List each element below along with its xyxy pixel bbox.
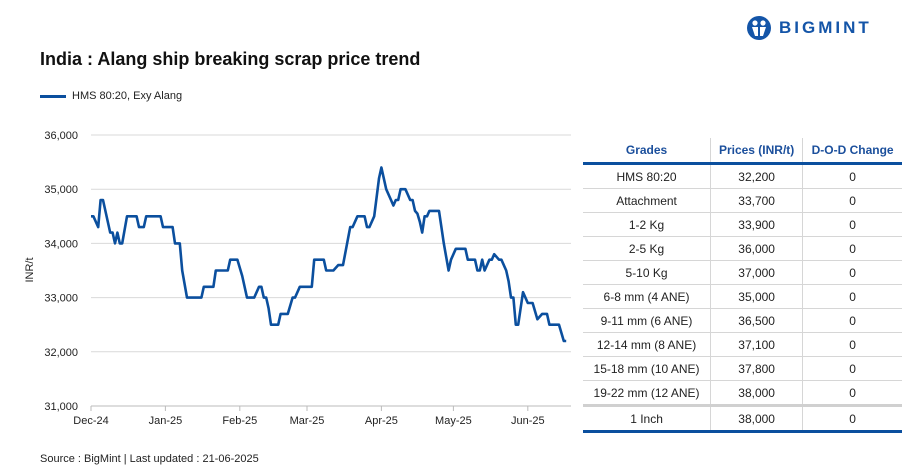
table-cell: 1 Inch (583, 404, 711, 433)
series-line (91, 166, 567, 343)
column-header: Grades (583, 138, 711, 165)
x-tick-label: Jun-25 (511, 415, 545, 427)
table-cell: 0 (802, 188, 902, 213)
table-cell: 0 (802, 284, 902, 309)
table-cell: 12-14 mm (8 ANE) (583, 332, 711, 357)
table-row: 9-11 mm (6 ANE) 36,500 0 (583, 308, 902, 333)
x-tick-label: Feb-25 (222, 415, 257, 427)
logo-text: BIGMINT (779, 18, 872, 37)
table-cell: 19-22 mm (12 ANE) (583, 380, 711, 406)
table-cell: 33,700 (710, 188, 803, 213)
table-row: 6-8 mm (4 ANE) 35,000 0 (583, 284, 902, 309)
table-cell: 0 (802, 380, 902, 406)
table-cell: 5-10 Kg (583, 260, 711, 285)
table-cell: 0 (802, 260, 902, 285)
y-axis-label: INR/t (24, 257, 36, 282)
column-header: Prices (INR/t) (710, 138, 803, 165)
y-tick-label: 35,000 (44, 184, 78, 196)
table-row: 15-18 mm (10 ANE) 37,800 0 (583, 356, 902, 381)
table-cell: 0 (802, 308, 902, 333)
table-cell: 0 (802, 212, 902, 237)
table-cell: 36,500 (710, 308, 803, 333)
column-header: D-O-D Change (802, 138, 902, 165)
line-chart: 31,000 32,000 33,000 34,000 35,000 36,000 Dec-… (24, 130, 571, 427)
table-cell: 37,100 (710, 332, 803, 357)
table-cell: 37,800 (710, 356, 803, 381)
x-tick-label: Dec-24 (73, 415, 108, 427)
table-row: Attachment 33,700 0 (583, 188, 902, 213)
x-tick-label: Apr-25 (365, 415, 398, 427)
legend-swatch (40, 94, 66, 98)
table-cell: 38,000 (710, 404, 803, 433)
table-cell: 37,000 (710, 260, 803, 285)
table-cell: 9-11 mm (6 ANE) (583, 308, 711, 333)
table-row: HMS 80:20 32,200 0 (583, 163, 902, 189)
x-tick-label: Mar-25 (290, 415, 325, 427)
bigmint-logo: BIGMINT (746, 15, 872, 41)
table-cell: 0 (802, 404, 902, 433)
table-row: 1 Inch 38,000 0 (583, 404, 902, 433)
y-tick-label: 31,000 (44, 401, 78, 413)
table-cell: 32,200 (710, 163, 803, 189)
y-tick-label: 33,000 (44, 293, 78, 305)
table-cell: 15-18 mm (10 ANE) (583, 356, 711, 381)
bigmint-logo-icon (747, 16, 771, 40)
table-cell: 35,000 (710, 284, 803, 309)
table-row: 1-2 Kg 33,900 0 (583, 212, 902, 237)
table-cell: 0 (802, 163, 902, 189)
x-tick-label: May-25 (435, 415, 472, 427)
y-tick-label: 32,000 (44, 347, 78, 359)
table-cell: 38,000 (710, 380, 803, 406)
x-tick-label: Jan-25 (149, 415, 183, 427)
y-tick-label: 34,000 (44, 238, 78, 250)
source-note: Source : BigMint | Last updated : 21-06-… (40, 453, 259, 465)
table-cell: 0 (802, 236, 902, 261)
grades-price-table: Grades Prices (INR/t) D-O-D Change HMS 80:… (583, 138, 902, 433)
table-row: 19-22 mm (12 ANE) 38,000 0 (583, 380, 902, 406)
table-cell: 1-2 Kg (583, 212, 711, 237)
table-cell: 0 (802, 356, 902, 381)
table-row: 2-5 Kg 36,000 0 (583, 236, 902, 261)
table-cell: Attachment (583, 188, 711, 213)
table-cell: 36,000 (710, 236, 803, 261)
table-row: 5-10 Kg 37,000 0 (583, 260, 902, 285)
chart-title: India : Alang ship breaking scrap price … (40, 49, 421, 69)
table-cell: 6-8 mm (4 ANE) (583, 284, 711, 309)
table-cell: 0 (802, 332, 902, 357)
y-tick-label: 36,000 (44, 130, 78, 142)
table-cell: 33,900 (710, 212, 803, 237)
table-cell: HMS 80:20 (583, 163, 711, 189)
table-row: 12-14 mm (8 ANE) 37,100 0 (583, 332, 902, 357)
legend: HMS 80:20, Exy Alang (40, 90, 182, 102)
legend-label: HMS 80:20, Exy Alang (72, 90, 183, 102)
table-cell: 2-5 Kg (583, 236, 711, 261)
